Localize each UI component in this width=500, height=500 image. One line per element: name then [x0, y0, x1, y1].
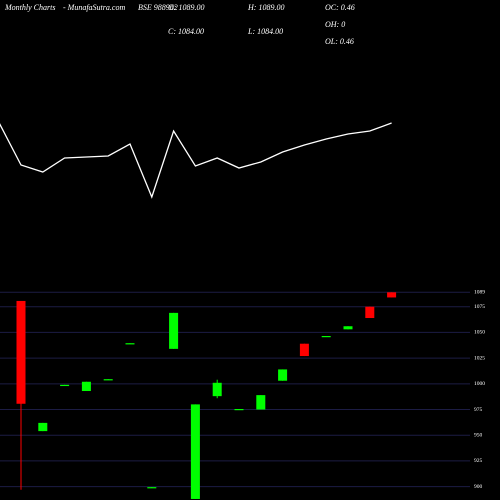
y-tick-label: 1000	[474, 381, 485, 387]
indicator-line	[0, 122, 392, 199]
y-tick-label: 1025	[474, 355, 485, 361]
candle-body	[234, 409, 244, 411]
candle-body	[256, 395, 266, 410]
y-tick-label: 975	[474, 407, 483, 413]
close-label: C: 1084.00	[168, 27, 204, 36]
candle-body	[16, 300, 26, 404]
candle-body	[387, 292, 397, 298]
candle-body	[147, 487, 157, 489]
candle-body	[60, 384, 70, 387]
oh-label: OH: 0	[325, 20, 345, 29]
candle-body	[299, 343, 309, 357]
candle-body	[38, 422, 48, 432]
open-label: O: 1089.00	[168, 3, 204, 12]
candle-body	[169, 312, 179, 349]
oc-label: OC: 0.46	[325, 3, 355, 12]
candle-body	[190, 404, 200, 499]
candle-body	[365, 306, 375, 319]
candle-body	[125, 343, 135, 345]
candle-body	[321, 336, 331, 338]
low-label: L: 1084.00	[247, 27, 283, 36]
site-label: Monthly Charts	[4, 3, 55, 12]
y-tick-label: 900	[474, 484, 483, 490]
symbol-label: BSE 988962	[138, 3, 178, 12]
y-tick-label: 1089	[474, 290, 485, 296]
y-tick-label: 1050	[474, 330, 485, 336]
candle-body	[81, 381, 91, 392]
candle-body	[278, 369, 288, 381]
candle-body	[212, 382, 222, 397]
candle-body	[103, 379, 113, 381]
y-tick-label: 950	[474, 432, 483, 438]
candle-body	[343, 326, 353, 330]
y-tick-label: 1075	[474, 304, 485, 310]
y-tick-label: 925	[474, 458, 483, 464]
source-label: - MunafaSutra.com	[63, 3, 125, 12]
high-label: H: 1089.00	[247, 3, 284, 12]
ol-label: OL: 0.46	[325, 37, 354, 46]
